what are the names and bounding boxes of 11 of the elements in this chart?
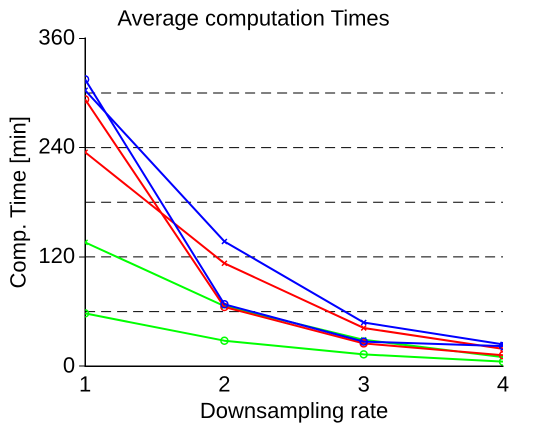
x-axis-title: Downsampling rate <box>200 398 388 423</box>
y-axis-title: Comp. Time [min] <box>5 116 30 288</box>
y-tick-label: 120 <box>38 242 76 268</box>
y-tick-label: 0 <box>62 352 76 378</box>
y-tick-label: 240 <box>38 134 76 159</box>
y-tick-label: 360 <box>38 24 76 50</box>
chart-title: Average computation Times <box>117 5 390 30</box>
x-tick-label: 3 <box>358 371 370 396</box>
x-tick-label: 4 <box>496 371 510 396</box>
x-tick-label: 1 <box>78 371 92 396</box>
x-tick-label: 2 <box>218 371 231 396</box>
